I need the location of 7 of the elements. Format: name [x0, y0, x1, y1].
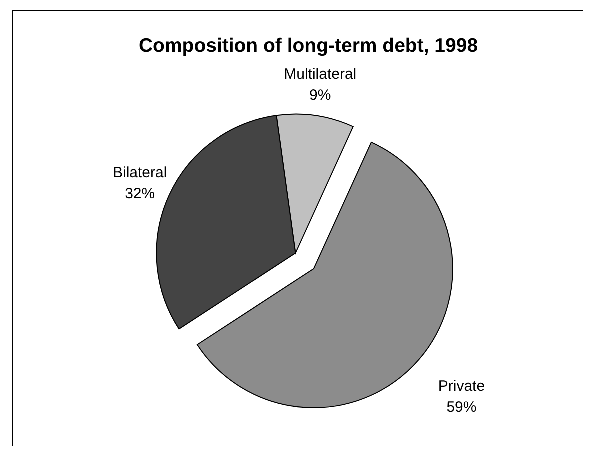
data-label: 32% — [125, 185, 156, 202]
slice-label: Multilateral — [284, 66, 357, 83]
data-label: 59% — [446, 399, 477, 416]
slice-label: Bilateral — [112, 164, 168, 182]
data-label: 9% — [310, 86, 332, 104]
slice-label: Private — [438, 378, 486, 396]
chart-title: Composition of long-term debt, 1998 — [138, 35, 478, 57]
